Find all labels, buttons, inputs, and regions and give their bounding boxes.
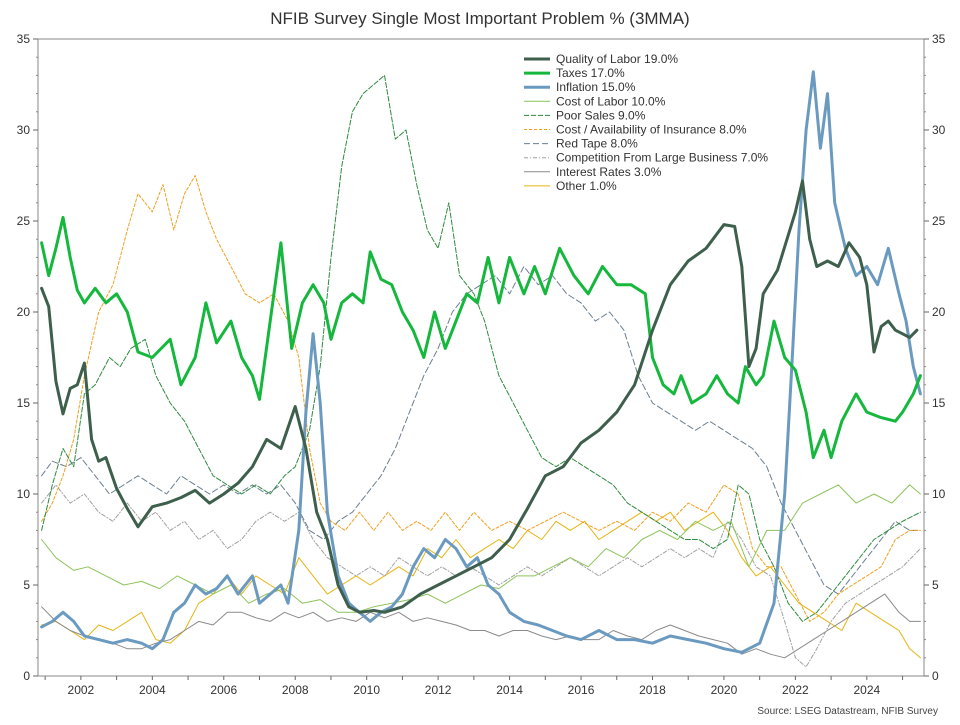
- legend-label-10: Other 1.0%: [556, 179, 617, 193]
- y-tick-label-left: 35: [17, 32, 31, 46]
- y-tick-label-left: 0: [23, 669, 30, 683]
- legend-label-8: Competition From Large Business 7.0%: [556, 151, 768, 165]
- x-tick-label: 2002: [68, 683, 95, 697]
- series-line-7: [41, 266, 921, 595]
- legend-label-4: Cost of Labor 10.0%: [556, 94, 666, 108]
- x-tick-label: 2020: [711, 683, 738, 697]
- plot-frame: [37, 38, 925, 677]
- y-tick-label-right: 35: [932, 32, 946, 46]
- x-tick-label: 2004: [139, 683, 166, 697]
- x-tick-label: 2024: [853, 683, 880, 697]
- series-line-2: [40, 215, 922, 460]
- legend-label-6: Cost / Availability of Insurance 8.0%: [556, 123, 747, 137]
- x-tick-label: 2014: [496, 683, 523, 697]
- series-line-4: [41, 484, 921, 613]
- y-tick-label-left: 10: [17, 487, 31, 501]
- y-tick-label-right: 0: [932, 669, 939, 683]
- legend-label-2: Taxes 17.0%: [556, 66, 625, 80]
- y-tick-label-right: 10: [932, 487, 946, 501]
- y-tick-label-left: 5: [23, 578, 30, 592]
- legend-label-7: Red Tape 8.0%: [556, 137, 638, 151]
- chart-title: NFIB Survey Single Most Important Proble…: [270, 9, 689, 28]
- legend: Quality of Labor 19.0%Taxes 17.0%Inflati…: [524, 52, 768, 193]
- legend-label-1: Quality of Labor 19.0%: [556, 52, 678, 66]
- x-tick-label: 2016: [568, 683, 595, 697]
- y-tick-label-left: 20: [17, 305, 31, 319]
- x-tick-label: 2006: [210, 683, 237, 697]
- x-tick-label: 2012: [425, 683, 452, 697]
- series-line-9: [41, 593, 921, 659]
- y-tick-label-right: 25: [932, 214, 946, 228]
- series-line-5: [41, 74, 921, 622]
- y-tick-label-right: 20: [932, 305, 946, 319]
- legend-label-9: Interest Rates 3.0%: [556, 165, 662, 179]
- legend-label-5: Poor Sales 9.0%: [556, 108, 646, 122]
- series-layer: [40, 70, 922, 668]
- y-tick-label-left: 30: [17, 123, 31, 137]
- y-tick-label-left: 25: [17, 214, 31, 228]
- x-tick-label: 2022: [782, 683, 809, 697]
- y-tick-label-right: 15: [932, 396, 946, 410]
- series-line-1: [40, 179, 919, 614]
- series-line-3: [40, 70, 922, 654]
- y-tick-label-right: 30: [932, 123, 946, 137]
- source-note: Source: LSEG Datastream, NFIB Survey: [757, 706, 938, 717]
- series-line-8: [41, 484, 921, 668]
- x-tick-label: 2018: [639, 683, 666, 697]
- x-tick-label: 2010: [353, 683, 380, 697]
- y-tick-label-left: 15: [17, 396, 31, 410]
- y-tick-label-right: 5: [932, 578, 939, 592]
- x-tick-label: 2008: [282, 683, 309, 697]
- legend-label-3: Inflation 15.0%: [556, 80, 636, 94]
- series-line-10: [41, 511, 921, 659]
